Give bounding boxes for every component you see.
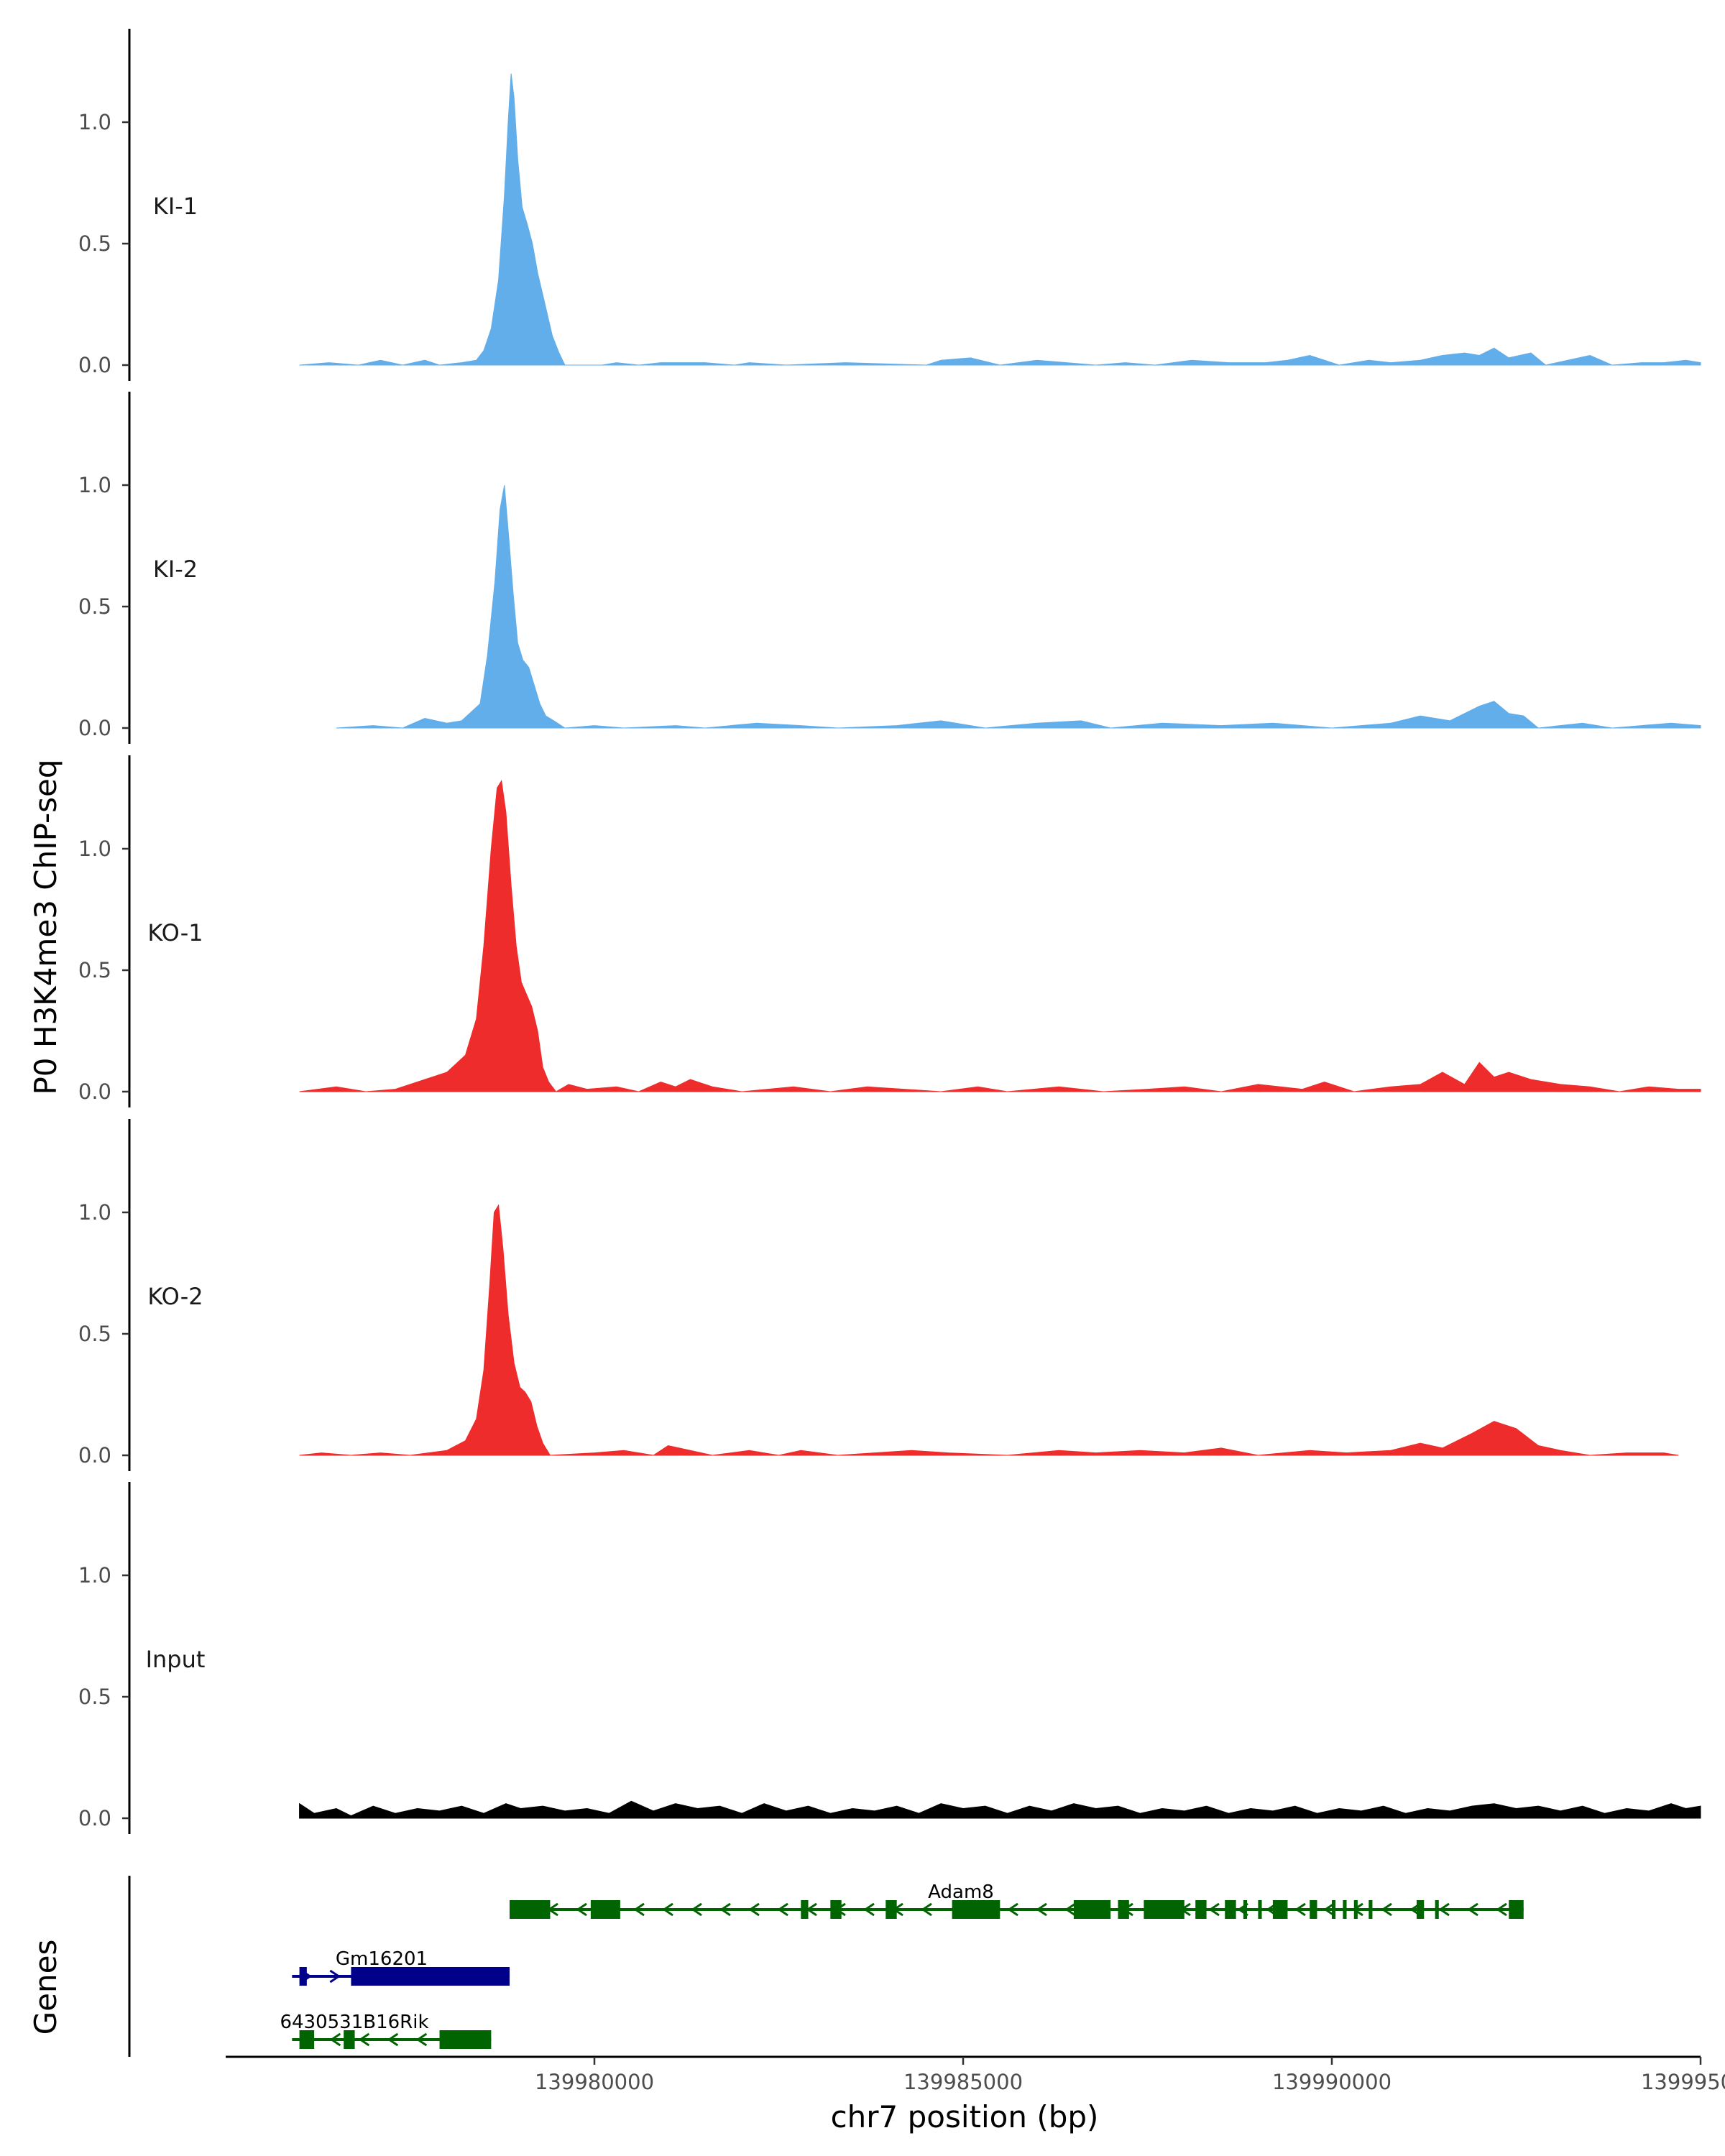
gene-exon: [1435, 1900, 1439, 1919]
track-input: 0.0 0.5 1.0 Input: [78, 1482, 1701, 1834]
strand-arrow: [662, 1902, 673, 1917]
track-ko-1: 0.0 0.5 1.0 KO-1: [78, 755, 1701, 1107]
x-tick-label: 139995000: [1641, 2070, 1725, 2094]
strand-arrow: [1007, 1902, 1018, 1917]
x-tick-label: 139990000: [1272, 2070, 1392, 2094]
strand-arrow: [415, 2032, 428, 2047]
y-tick-label: 1.0: [78, 837, 111, 861]
y-tick-label: 0.5: [78, 958, 111, 982]
series-area-ko-1: [299, 779, 1701, 1092]
y-tick-label: 1.0: [78, 1200, 111, 1225]
strand-arrow: [1036, 1902, 1047, 1917]
gene-exon: [344, 2030, 355, 2049]
gene-exon: [1416, 1900, 1425, 1919]
gene-exon: [1332, 1900, 1336, 1919]
tracks: 0.00.51.0KI-10.00.51.0KI-20.00.51.0KO-10…: [78, 29, 1701, 1834]
y-tick-label: 0.5: [78, 1685, 111, 1709]
strand-arrow: [1438, 1902, 1450, 1917]
strand-arrow: [1467, 1902, 1478, 1917]
y-tick-label: 1.0: [78, 1563, 111, 1588]
strand-arrow: [1064, 1902, 1076, 1917]
gene-label: Adam8: [928, 1881, 994, 1903]
y-tick-label: 0.0: [78, 1443, 111, 1468]
y-tick-label: 0.0: [78, 1806, 111, 1830]
gene-exon: [952, 1900, 1000, 1919]
strand-arrow: [863, 1902, 875, 1917]
track-ki-2: 0.0 0.5 1.0 KI-2: [78, 392, 1701, 744]
series-area-input: [299, 1800, 1701, 1819]
y-tick-label: 1.0: [78, 473, 111, 497]
gene-exon: [299, 1967, 307, 1986]
gene-6430531b16rik: 6430531B16Rik: [280, 2012, 492, 2049]
strand-arrow: [329, 1969, 341, 1984]
strand-arrow: [633, 1902, 645, 1917]
strand-arrow: [1381, 1902, 1392, 1917]
track-label: KI-1: [153, 193, 198, 220]
y-tick-label: 0.5: [78, 1322, 111, 1346]
x-axis: 139980000 139985000 139990000 139995000: [226, 2055, 1725, 2094]
gene-panel: Adam8 Gm16201 6430531B16Rik: [128, 1876, 1524, 2057]
y-tick-label: 0.0: [78, 1079, 111, 1104]
gene-adam8: Adam8: [510, 1881, 1524, 1919]
series-area-ki-2: [336, 484, 1701, 729]
strand-arrow: [777, 1902, 788, 1917]
y-tick-label: 0.5: [78, 231, 111, 256]
gene-exon: [1258, 1900, 1262, 1919]
track-label: KI-2: [153, 556, 198, 583]
gene-exon: [510, 1900, 551, 1919]
strand-arrow: [691, 1902, 702, 1917]
track-ki-1: 0.0 0.5 1.0 KI-1: [78, 29, 1701, 381]
x-tick-label: 139980000: [535, 2070, 654, 2094]
strand-arrow: [387, 2032, 399, 2047]
gene-exon: [1353, 1900, 1358, 1919]
gene-exon: [590, 1900, 620, 1919]
strand-arrow: [1294, 1902, 1306, 1917]
strand-arrow: [1208, 1902, 1220, 1917]
gene-exon: [351, 1967, 510, 1986]
strand-arrow: [921, 1902, 932, 1917]
gene-exon: [1118, 1900, 1129, 1919]
strand-arrow: [1323, 1902, 1335, 1917]
strand-arrow: [576, 1902, 587, 1917]
series-area-ki-1: [299, 73, 1701, 366]
gene-exon: [1225, 1900, 1236, 1919]
gene-exon: [1073, 1900, 1111, 1919]
gene-exon: [299, 2030, 315, 2049]
gene-exon: [1243, 1900, 1248, 1919]
gene-exon: [1509, 1900, 1524, 1919]
x-tick-label: 139985000: [903, 2070, 1023, 2094]
gene-exon: [1310, 1900, 1317, 1919]
gene-exon: [1343, 1900, 1347, 1919]
gene-gm16201: Gm16201: [292, 1948, 510, 1986]
series-area-ko-2: [299, 1204, 1679, 1456]
y-tick-label: 1.0: [78, 110, 111, 134]
gene-exon: [1144, 1900, 1184, 1919]
y-tick-label: 0.0: [78, 716, 111, 740]
genes-panel-title: Genes: [28, 1940, 63, 2035]
strand-arrow: [719, 1902, 731, 1917]
track-label: Input: [146, 1646, 206, 1673]
y-tick-label: 0.0: [78, 353, 111, 377]
track-label: KO-1: [147, 919, 203, 946]
strand-arrow: [748, 1902, 760, 1917]
strand-arrow: [358, 2032, 370, 2047]
gene-exon: [439, 2030, 492, 2049]
gene-exon: [1368, 1900, 1373, 1919]
gene-exon: [801, 1900, 809, 1919]
strand-arrow: [1496, 1902, 1507, 1917]
track-label: KO-2: [147, 1283, 203, 1310]
y-tick-label: 0.5: [78, 594, 111, 619]
x-axis-title: chr7 position (bp): [831, 2099, 1099, 2134]
gene-exon: [1272, 1900, 1288, 1919]
y-axis-title: P0 H3K4me3 ChIP-seq: [28, 759, 63, 1095]
strand-arrow: [329, 2032, 341, 2047]
gene-exon: [830, 1900, 842, 1919]
gene-label: Gm16201: [336, 1948, 428, 1970]
gene-exon: [1195, 1900, 1207, 1919]
gene-exon: [886, 1900, 897, 1919]
track-ko-2: 0.0 0.5 1.0 KO-2: [78, 1119, 1679, 1471]
gene-label: 6430531B16Rik: [280, 2012, 428, 2033]
